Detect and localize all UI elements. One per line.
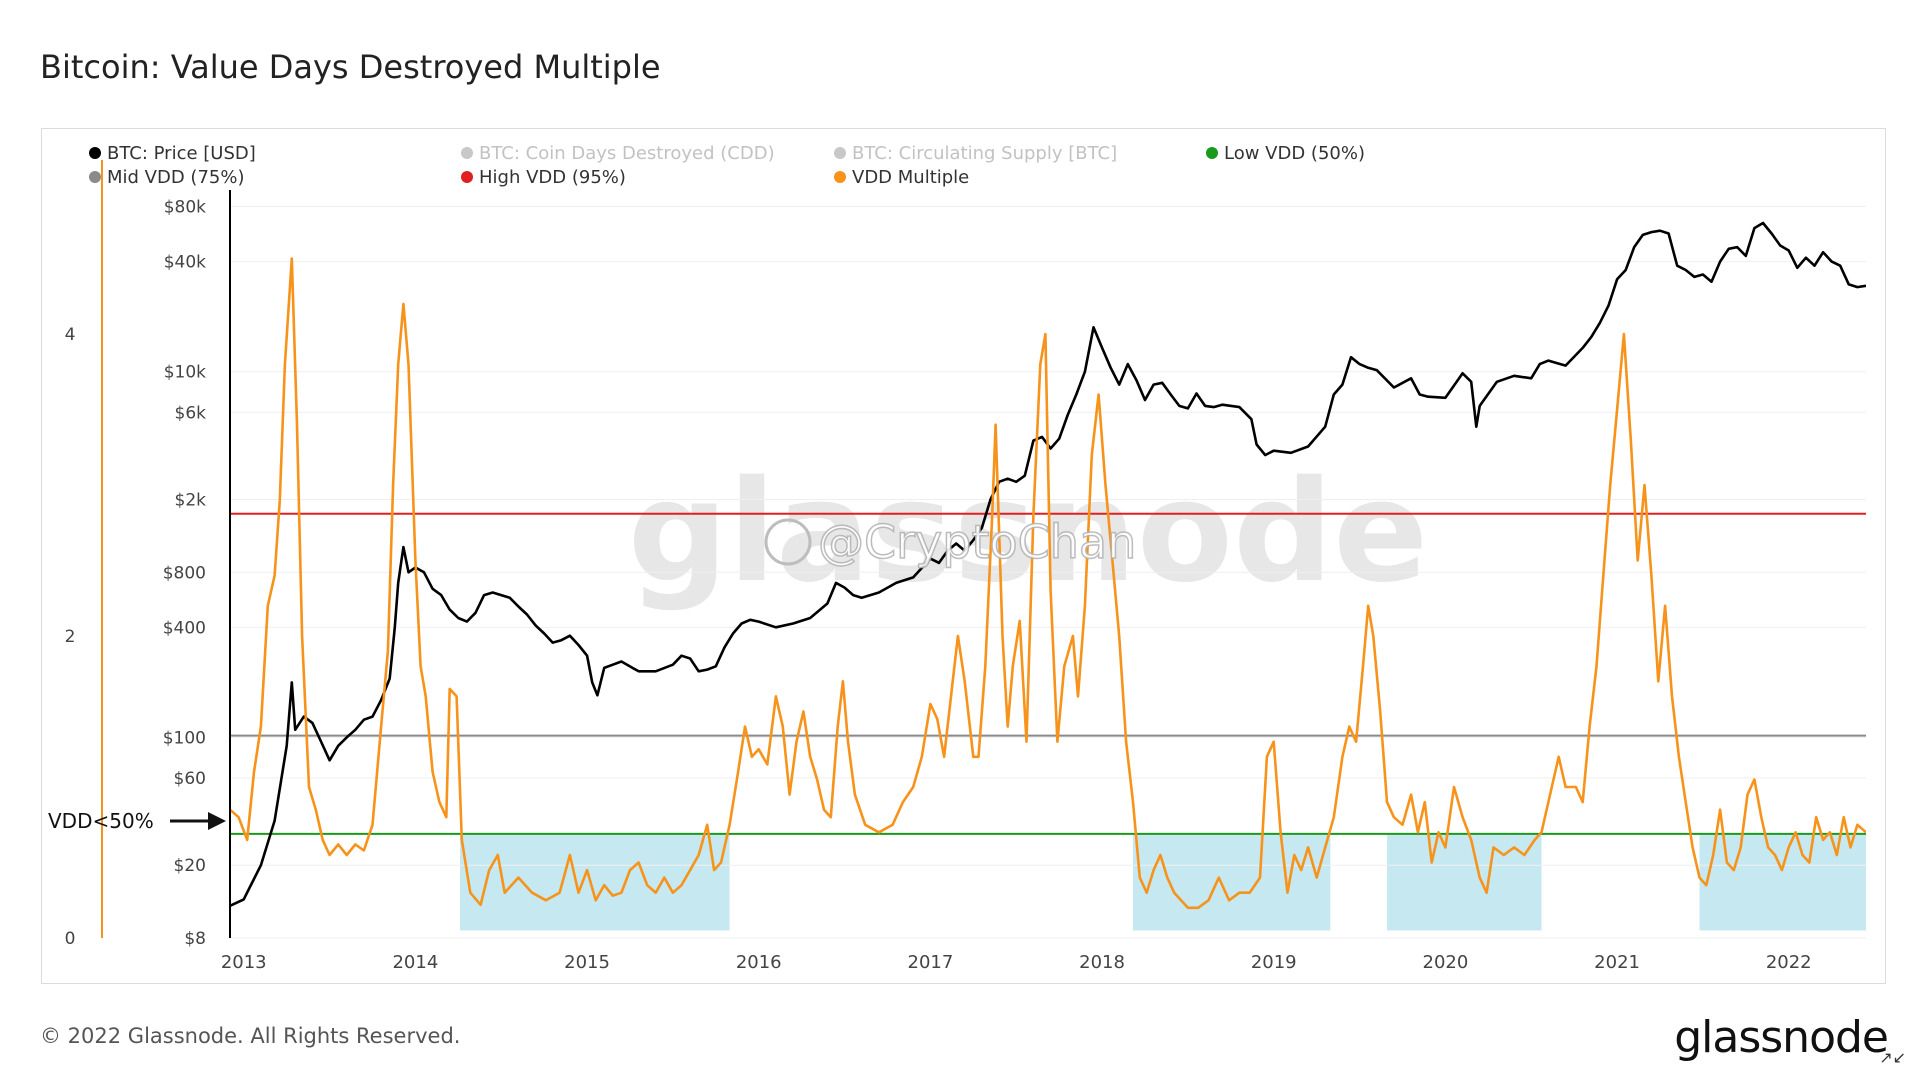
legend-label: BTC: Circulating Supply [BTC] xyxy=(852,143,1117,164)
shaded-zone xyxy=(1387,833,1542,931)
shaded-zones xyxy=(460,833,1866,931)
x-tick-label: 2021 xyxy=(1594,952,1640,973)
price-tick-label: $2k xyxy=(175,491,207,511)
legend-marker xyxy=(834,171,846,183)
brand-logo: glassnode xyxy=(1674,1012,1889,1063)
shaded-zone xyxy=(1132,833,1331,931)
price-tick-label: $60 xyxy=(174,769,206,789)
legend-label: BTC: Coin Days Destroyed (CDD) xyxy=(479,143,775,164)
legend-label: High VDD (95%) xyxy=(479,167,626,188)
vdd-tick-label: 2 xyxy=(65,627,76,647)
axes: $80k $40k $10k $6k $2k $800 $400 $100 $60 $20 $8 4 2… xyxy=(65,160,1812,973)
annotation-label: VDD<50% xyxy=(48,809,154,833)
x-tick-label: 2014 xyxy=(392,952,438,973)
x-tick-label: 2019 xyxy=(1251,952,1297,973)
vdd-tick-label: 4 xyxy=(65,325,76,345)
legend-marker xyxy=(461,171,473,183)
legend-marker xyxy=(461,147,473,159)
price-tick-label: $80k xyxy=(164,198,206,218)
shaded-zone xyxy=(460,833,730,931)
legend-label: Mid VDD (75%) xyxy=(107,167,245,188)
price-tick-label: $400 xyxy=(163,618,206,638)
vdd-multiple-series-line xyxy=(230,257,1866,910)
x-tick-label: 2016 xyxy=(736,952,782,973)
price-tick-label: $40k xyxy=(164,253,206,273)
legend: BTC: Price [USD] BTC: Coin Days Destroyed… xyxy=(89,143,1365,188)
copyright-footer: © 2022 Glassnode. All Rights Reserved. xyxy=(40,1024,461,1048)
annotation-arrow-head xyxy=(208,812,226,830)
price-tick-label: $800 xyxy=(163,563,206,583)
grid-lines xyxy=(230,206,1866,939)
price-tick-label: $6k xyxy=(175,403,207,423)
overlay-watermark: @CryptoChan xyxy=(764,514,1137,570)
price-tick-label: $20 xyxy=(174,856,206,876)
legend-marker xyxy=(1206,147,1218,159)
annotation: VDD<50% xyxy=(48,809,226,833)
overlay-watermark-text: @CryptoChan xyxy=(818,515,1136,569)
series-lines xyxy=(230,221,1866,910)
x-tick-label: 2020 xyxy=(1423,952,1469,973)
chart-frame xyxy=(41,128,1886,984)
legend-marker xyxy=(89,171,101,183)
price-tick-label: $100 xyxy=(163,728,206,748)
legend-label: Low VDD (50%) xyxy=(1224,143,1365,164)
legend-label: BTC: Price [USD] xyxy=(107,143,256,164)
expand-icon[interactable]: ↗↙ xyxy=(1879,1050,1906,1067)
x-tick-label: 2022 xyxy=(1766,952,1812,973)
legend-marker xyxy=(834,147,846,159)
legend-marker xyxy=(89,147,101,159)
watermark-text: glassnode xyxy=(628,451,1428,614)
legend-label: VDD Multiple xyxy=(852,167,969,188)
page-title: Bitcoin: Value Days Destroyed Multiple xyxy=(40,48,661,86)
price-tick-label: $8 xyxy=(184,929,206,949)
x-tick-label: 2018 xyxy=(1079,952,1125,973)
x-tick-label: 2013 xyxy=(221,952,267,973)
weibo-icon xyxy=(764,518,812,566)
price-tick-label: $10k xyxy=(164,363,206,383)
vdd-tick-label: 0 xyxy=(65,929,76,949)
x-tick-label: 2015 xyxy=(564,952,610,973)
x-tick-label: 2017 xyxy=(908,952,954,973)
